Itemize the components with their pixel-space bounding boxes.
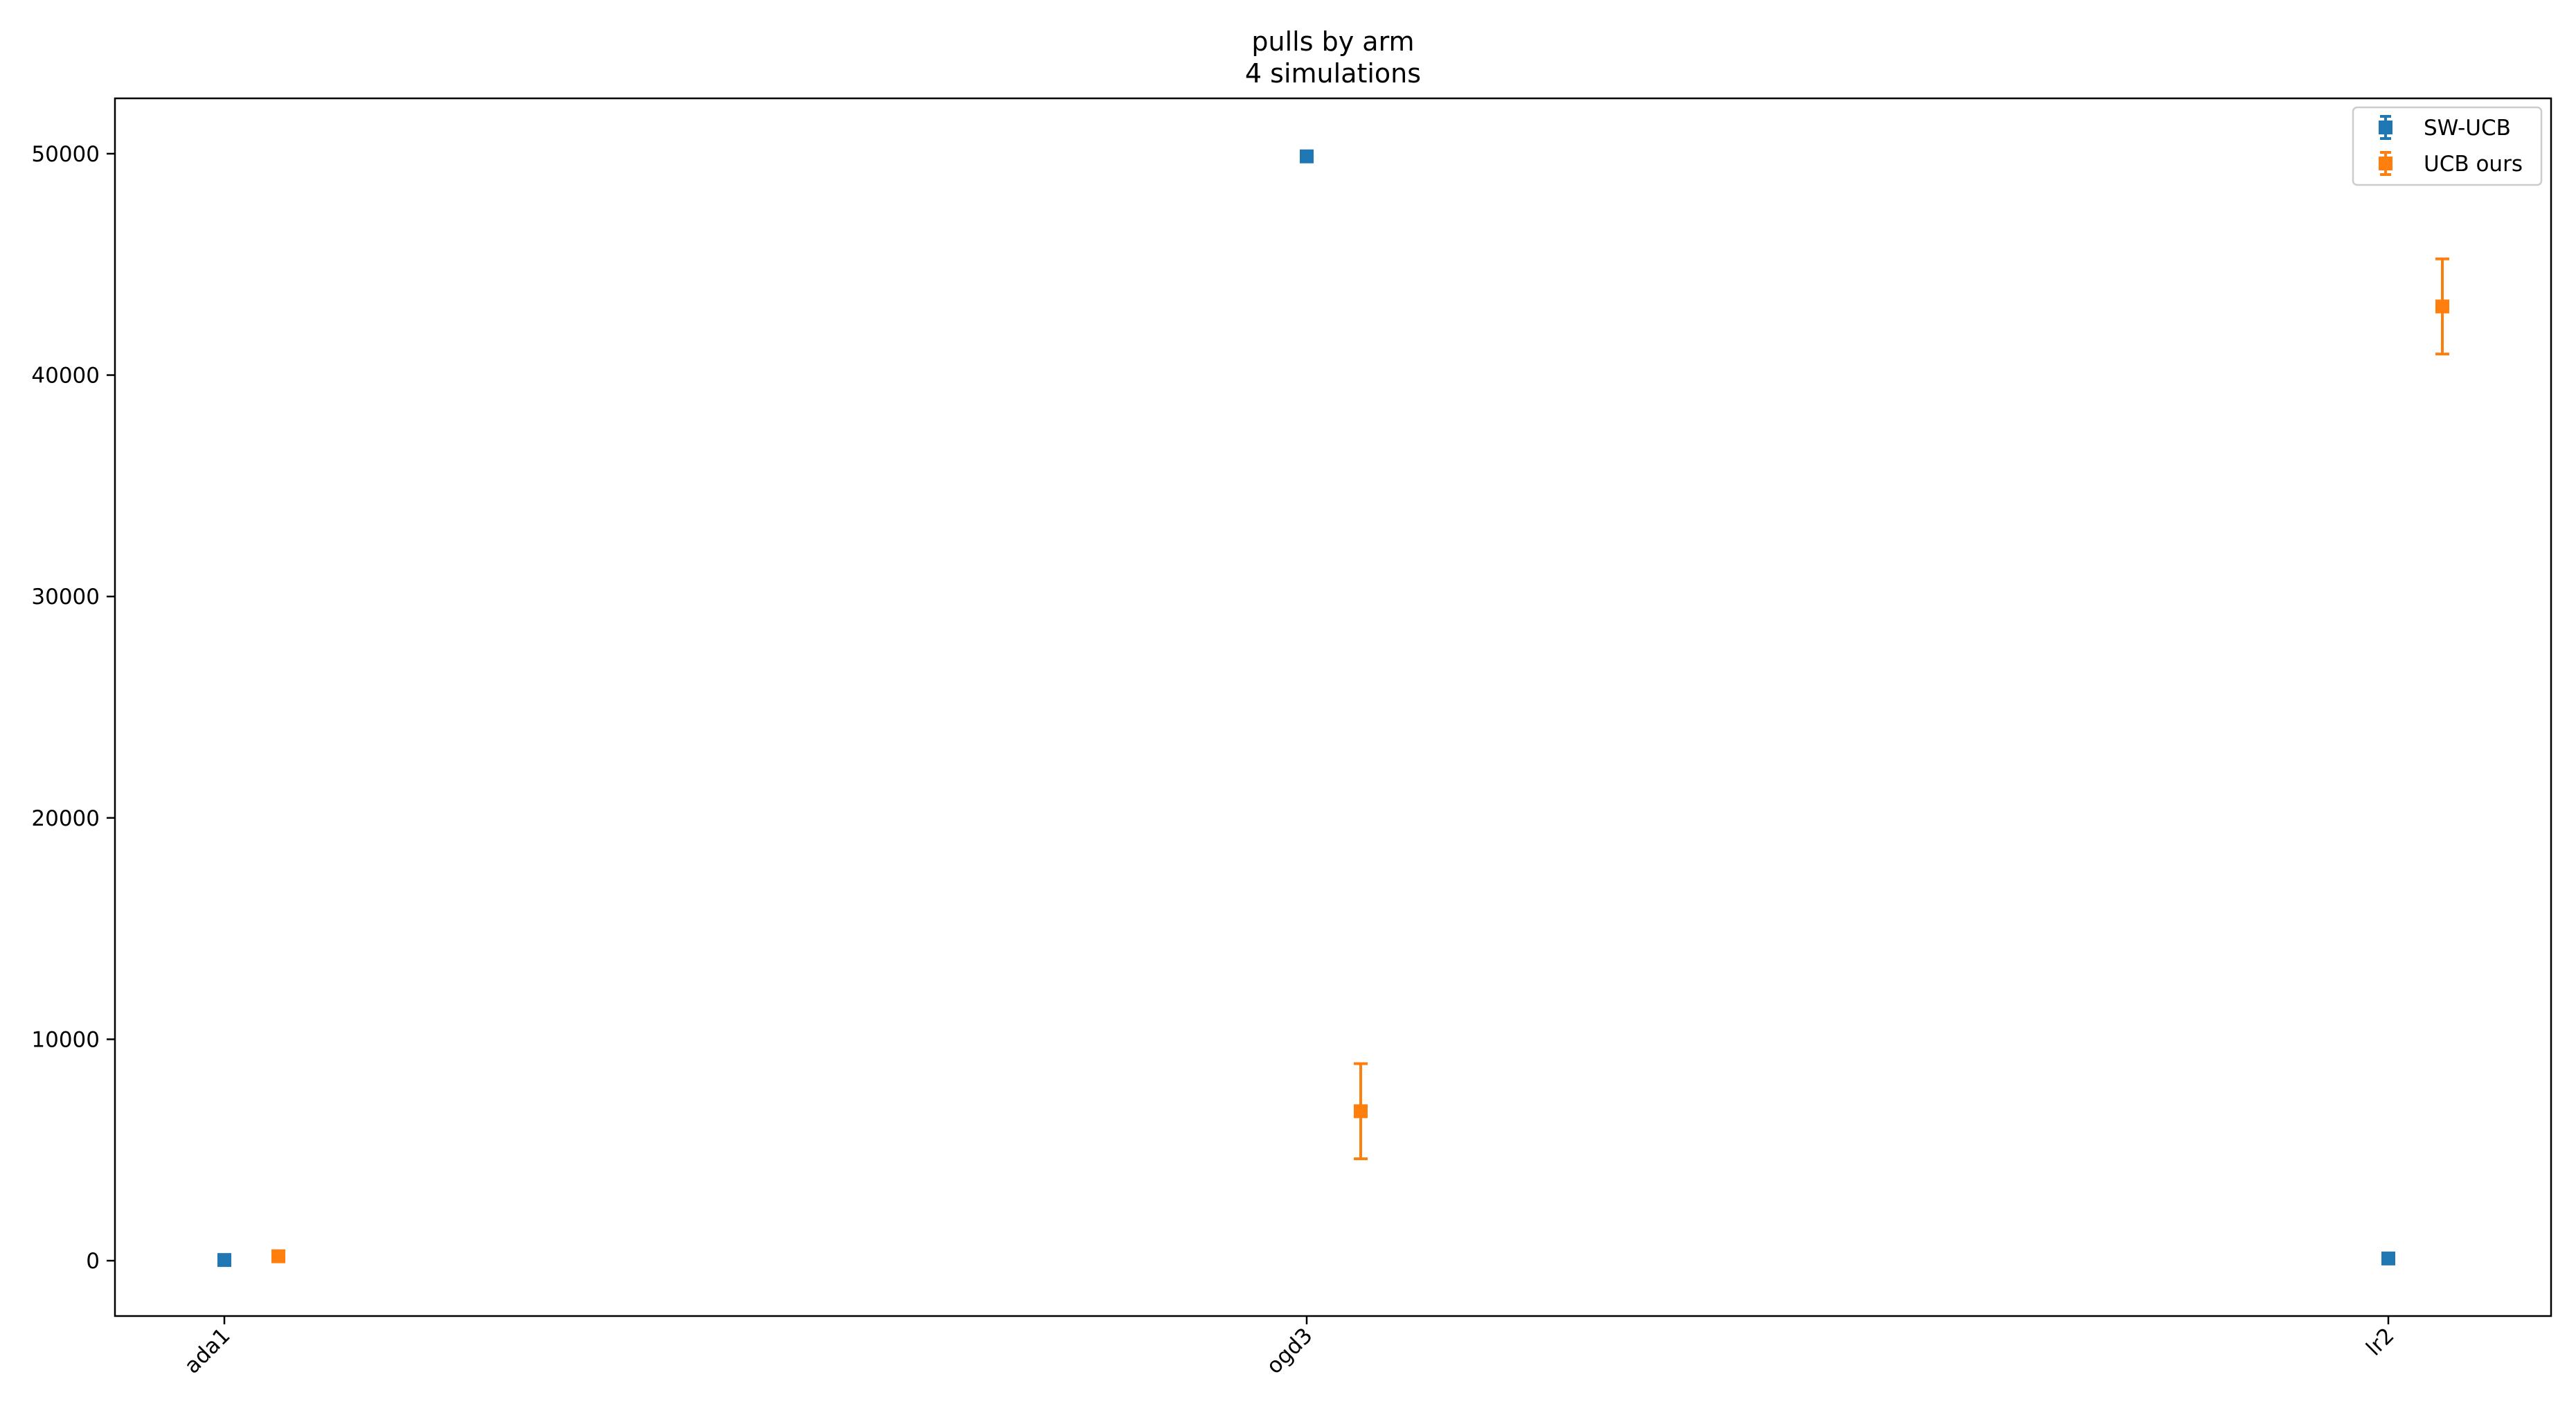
data-point: [217, 1253, 231, 1268]
data-point: [2435, 299, 2449, 314]
plot-frame: [114, 97, 2552, 1317]
legend: SW-UCB UCB ours: [2352, 106, 2543, 186]
chart-subtitle: 4 simulations: [1245, 58, 1421, 89]
legend-label: UCB ours: [2424, 152, 2523, 177]
data-point: [1300, 149, 1314, 163]
y-axis: 0 10000 20000 30000 40000 50000: [31, 142, 115, 1274]
legend-marker: [2379, 121, 2392, 134]
y-tick-label: 0: [86, 1249, 100, 1274]
y-tick-label: 40000: [31, 364, 100, 389]
legend-box: [2352, 106, 2543, 186]
legend-marker: [2379, 157, 2392, 170]
y-tick-label: 10000: [31, 1027, 100, 1052]
y-tick-label: 30000: [31, 585, 100, 610]
legend-label: SW-UCB: [2424, 116, 2511, 141]
chart-title: pulls by arm: [1251, 26, 1414, 57]
data-point: [1354, 1104, 1368, 1119]
y-tick-label: 50000: [31, 142, 100, 167]
data-point: [271, 1249, 285, 1263]
data-point: [2381, 1251, 2395, 1265]
plot-marks: [217, 149, 2449, 1268]
y-tick-label: 20000: [31, 806, 100, 831]
